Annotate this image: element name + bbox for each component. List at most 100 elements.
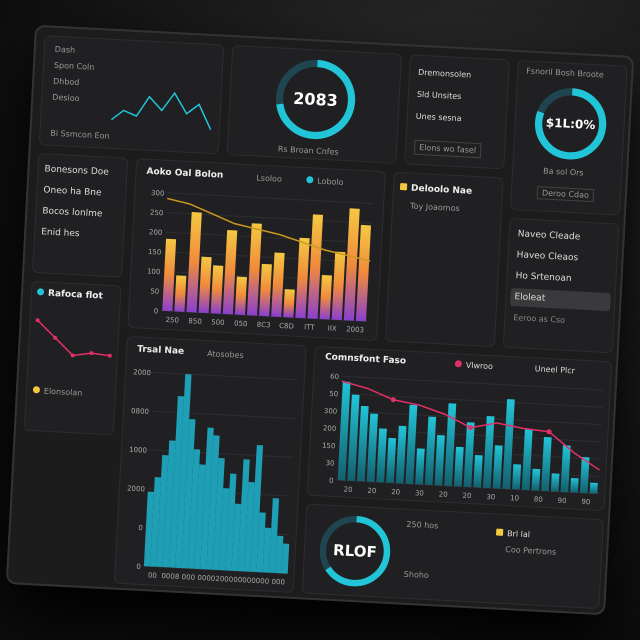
stats-button[interactable]: Elons wo fasel [413, 139, 482, 159]
bar [386, 437, 397, 484]
bar [434, 434, 445, 486]
bar [225, 473, 237, 571]
bar [541, 436, 552, 492]
bar [268, 498, 280, 574]
chart-title: Comnsfont Faso [324, 352, 407, 367]
bar [174, 275, 187, 312]
gridline [342, 375, 604, 391]
orange-bar-panel: Aoko Oal Bolon Lsoloo Lobolo 0 50 100 150 20… [127, 158, 386, 342]
bar [415, 448, 425, 485]
x-tick-label: 80 [534, 495, 543, 503]
y-tick-label: 60 [330, 373, 339, 381]
x-tick-label: 20 [343, 485, 352, 493]
x-tick-label: 850 [188, 317, 202, 326]
sidebar-item[interactable]: Ho Srtenoan [515, 271, 572, 285]
bar [200, 427, 214, 570]
bar [453, 446, 464, 487]
x-tick-label: C8D [279, 322, 294, 331]
sidebar-item[interactable]: Naveo Cleade [517, 229, 581, 243]
bar [357, 405, 369, 482]
nav-item[interactable]: Bocos lonlme [42, 206, 103, 220]
bar [187, 449, 201, 569]
gridline [154, 371, 298, 381]
x-tick-label: 0000 [251, 577, 269, 586]
chart-legend: Atosobes [206, 349, 244, 361]
line-point [107, 353, 112, 358]
sidebar: Naveo Cleade Haveo Cleaos Ho Srtenoan El… [502, 217, 620, 354]
bar [337, 381, 351, 481]
trend-point [546, 429, 552, 435]
header-item[interactable]: Dhbod [52, 76, 80, 88]
bar [222, 229, 238, 315]
kpi-caption: Rs Broan Cnfes [277, 144, 339, 157]
bottom-ring: RLOF [313, 509, 397, 593]
bar [550, 473, 560, 492]
line-panel: Rafoca flot Elonsolan [23, 280, 122, 436]
bar [512, 464, 522, 490]
x-tick-label: 20 [391, 488, 400, 496]
x-tick-label: 2000 [215, 575, 233, 584]
x-tick-label: 050 [234, 320, 248, 329]
nav-item[interactable]: Oneo ha Bne [43, 185, 102, 199]
percent-button[interactable]: Deroo Cdao [536, 186, 595, 203]
gridline [341, 393, 603, 408]
pink-line-chart [35, 318, 112, 358]
x-tick-label: 20 [462, 492, 471, 500]
sidebar-item-selected[interactable]: Eloleat [509, 287, 611, 312]
bar [234, 276, 247, 316]
stat-item: Sld Unsites [416, 89, 462, 102]
cyan-bar-chart: 0 30 150 200 300 50 60 20 20 20 30 20 20 30 10 80 90 90 [322, 373, 604, 506]
title-text: Deloolo Nae [410, 183, 473, 197]
nav-item[interactable]: Bonesons Doe [44, 164, 110, 178]
sidebar-footer: Eeroo as Cso [513, 313, 566, 325]
stat-item: Unes sesna [415, 111, 462, 124]
bar [271, 252, 285, 317]
gridline [151, 410, 296, 420]
trend-line [166, 197, 371, 262]
ring-legend-sub: Coo Pertrons [505, 545, 557, 557]
chart-legend: Lobolo [306, 176, 344, 187]
header-item[interactable]: Desloo [52, 92, 80, 104]
trend-point [390, 397, 396, 403]
y-tick-label: 0800 [131, 407, 149, 416]
stat-item: Dremonsolen [417, 67, 472, 80]
bar [186, 212, 202, 313]
x-tick-label: 10 [510, 494, 519, 502]
deloolo-title: Deloolo Nae [399, 183, 473, 197]
header-item[interactable]: Bi Ssmcon Eon [50, 128, 110, 141]
ring-fill [275, 59, 356, 140]
bar [307, 214, 324, 319]
chart-legend: Vlwroo [454, 360, 493, 371]
x-tick-label: 250 [165, 316, 179, 325]
x-tick-label: 8C3 [257, 321, 271, 330]
bar [231, 503, 242, 572]
ring-legend: Brl lal [495, 528, 530, 539]
left-nav: Bonesons Doe Oneo ha Bne Bocos lonlme En… [32, 153, 129, 278]
x-tick-label: 90 [581, 498, 590, 506]
kpi-panel: 2083 Rs Broan Cnfes [226, 45, 403, 164]
bar [212, 457, 225, 571]
dashboard-screen: Dash Spon Coln Dhbod Desloo Bi Ssmcon Eo… [5, 24, 635, 616]
x-tick-label: 0008 [161, 572, 179, 581]
y-tick-label: 50 [150, 287, 159, 295]
y-tick-label: 0 [329, 477, 334, 485]
header-item[interactable]: Dash [54, 44, 76, 55]
header-item[interactable]: Spon Coln [53, 60, 95, 72]
bar [156, 455, 169, 568]
legend-label: Lobolo [317, 176, 344, 188]
x-tick-label: 30 [486, 493, 495, 501]
x-tick-label: 500 [211, 318, 225, 327]
nav-item[interactable]: Enid hes [40, 227, 80, 240]
kpi-ring: 2083 [268, 52, 363, 147]
bar [589, 482, 598, 494]
bar [150, 477, 162, 567]
line-point [35, 318, 40, 323]
percent-title: Fsnoril Bosh Broote [526, 66, 605, 80]
bar [206, 435, 220, 570]
sidebar-item[interactable]: Haveo Cleaos [516, 250, 579, 264]
y-tick-label: 0 [138, 524, 143, 532]
bar [193, 464, 206, 570]
stats-panel: Dremonsolen Sld Unsites Unes sesna Elons… [404, 54, 510, 170]
